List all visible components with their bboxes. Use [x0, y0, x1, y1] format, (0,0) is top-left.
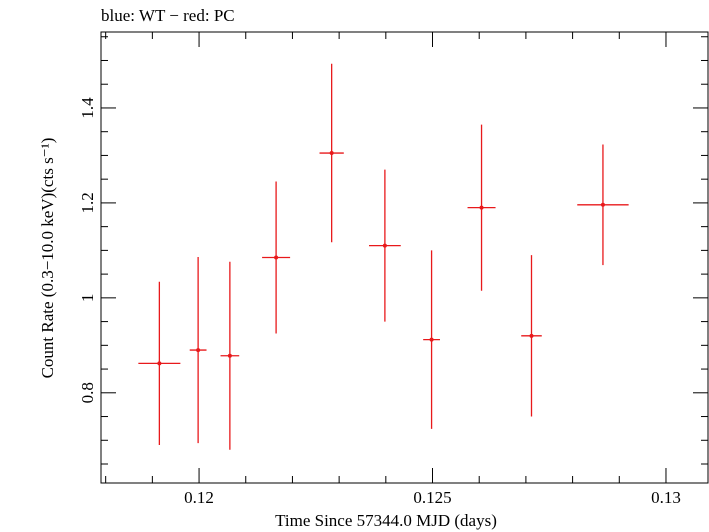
x-tick-label: 0.12 [184, 488, 214, 507]
data-point [529, 333, 534, 338]
data-point-group [220, 261, 240, 450]
data-point-group [189, 257, 207, 444]
x-tick-label: 0.13 [651, 488, 681, 507]
chart-title: blue: WT − red: PC [101, 6, 235, 25]
data-point [600, 202, 605, 207]
y-axis-label: Count Rate (0.3−10.0 keV)(cts s⁻¹) [38, 138, 57, 379]
data-point-group [423, 250, 440, 429]
data-point [429, 337, 434, 342]
data-point-group [577, 144, 629, 266]
axis-tick-labels: 0.12 0.125 0.13 0.8 1 1.2 1.4 [78, 97, 681, 507]
data-point [274, 255, 279, 260]
data-point-group [262, 181, 291, 334]
plot-frame [100, 31, 709, 484]
data-point [227, 353, 232, 358]
data-point-group [369, 169, 401, 322]
data-point-group [521, 255, 542, 417]
data-point [329, 151, 334, 156]
data-point-group [467, 124, 496, 291]
data-point [382, 243, 387, 248]
x-tick-label: 0.125 [413, 488, 451, 507]
data-point [196, 348, 201, 353]
data-point-group [138, 281, 181, 446]
y-tick-label: 1 [78, 294, 97, 303]
data-points [138, 63, 629, 450]
data-point [479, 205, 484, 210]
y-tick-label: 1.4 [78, 97, 97, 119]
y-tick-label: 1.2 [78, 192, 97, 213]
data-point [157, 361, 162, 366]
y-tick-label: 0.8 [78, 382, 97, 403]
axis-ticks [101, 32, 708, 483]
data-point-group [319, 63, 344, 243]
x-axis-label: Time Since 57344.0 MJD (days) [275, 511, 497, 530]
